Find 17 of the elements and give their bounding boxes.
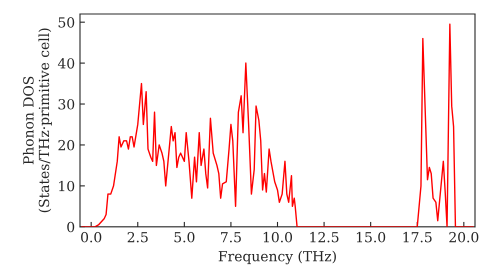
x-tick-label: 2.5 (128, 232, 148, 242)
y-tick-label: 0 (67, 222, 74, 232)
y-tick-label: 10 (59, 180, 74, 192)
y-tick-label: 20 (58, 140, 74, 150)
x-tick-label: 15.0 (356, 232, 386, 242)
y-tick-label: 50 (58, 17, 74, 28)
y-tick-label: 40 (58, 58, 74, 69)
x-tick-label: 10.0 (264, 232, 292, 242)
x-tick-label: 17.5 (403, 232, 432, 242)
x-tick-label: 20.0 (449, 232, 478, 242)
y-tick-label: 30 (58, 99, 74, 110)
x-axis-title: Frequency (THz) (218, 250, 336, 264)
y-axis-title: Phonon DOS (States/THz·primitive cell) (22, 28, 52, 212)
x-tick-label: 0.0 (81, 232, 102, 242)
x-tick-label: 5.0 (174, 232, 194, 242)
x-tick-label: 7.5 (221, 232, 241, 242)
x-tick-label: 12.5 (310, 232, 338, 242)
